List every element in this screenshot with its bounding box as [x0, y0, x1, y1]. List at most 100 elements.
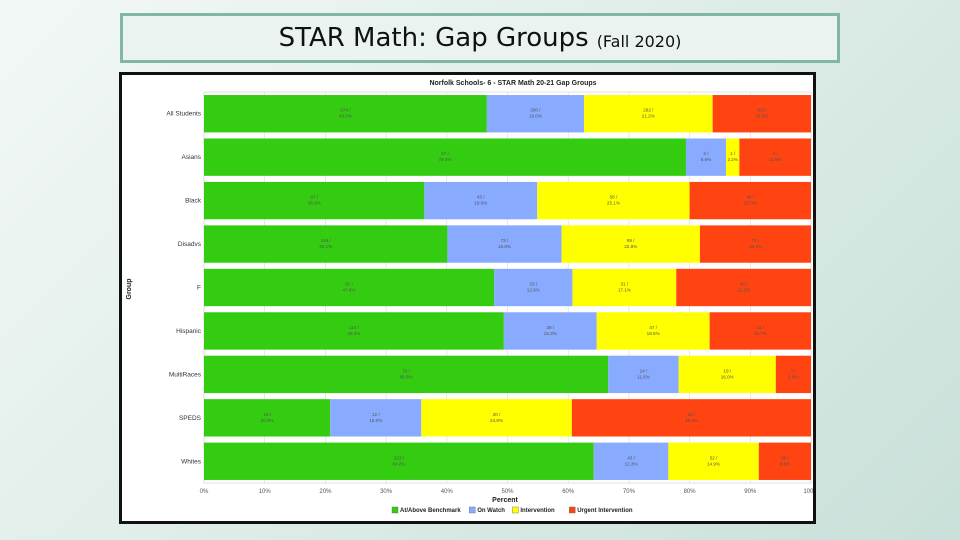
- bar-segment: [678, 355, 776, 394]
- legend-label: On Watch: [477, 508, 505, 514]
- x-tick-label: 80%: [684, 489, 697, 495]
- data-label: 71 /18.3%: [749, 238, 762, 249]
- bar-segment: [571, 399, 811, 437]
- data-label: 42 /16.7%: [754, 325, 767, 336]
- data-label: 31 /17.1%: [618, 282, 631, 293]
- data-label: 223 /64.2%: [392, 455, 405, 466]
- x-tick-label: 0%: [200, 489, 209, 495]
- chart-title: Norfolk Schools- 6 - STAR Math 20-21 Gap…: [429, 80, 596, 87]
- bar-segment: [699, 225, 811, 263]
- x-tick-label: 30%: [380, 489, 393, 495]
- data-label: 73 /18.8%: [498, 238, 511, 249]
- bar-segment: [758, 442, 811, 480]
- data-label: 30 /8.6%: [780, 455, 790, 466]
- bar-segment: [204, 355, 609, 394]
- x-axis-title: Percent: [492, 497, 518, 504]
- bar-segment: [204, 181, 425, 220]
- data-label: 87 /36.3%: [308, 195, 321, 206]
- category-label: SPEDS: [179, 415, 202, 422]
- x-tick-label: 50%: [501, 489, 514, 495]
- bar-segment: [424, 181, 538, 220]
- bar-segment: [561, 225, 700, 263]
- y-axis-title: Group: [126, 279, 133, 300]
- bar-segment: [204, 399, 331, 437]
- bar-segment: [486, 95, 584, 133]
- category-label: Hispanic: [176, 328, 202, 335]
- x-tick-label: 90%: [744, 489, 757, 495]
- data-label: 79 /66.6%: [400, 368, 413, 379]
- category-label: Asians: [181, 154, 201, 161]
- bar-layer: [204, 95, 811, 480]
- slide-subtitle: (Fall 2020): [596, 31, 682, 51]
- data-label: 38 /15.3%: [544, 325, 557, 336]
- data-label-layer: 574 /46.6% 200 /16.0% 262 /21.2% 200 /16.2%…: [261, 108, 799, 467]
- data-label: 40 /22.2%: [737, 282, 750, 293]
- bar-segment: [204, 312, 504, 350]
- x-tick-label: 100%: [803, 489, 813, 495]
- legend-label: Intervention: [520, 508, 555, 514]
- data-label: 52 /14.9%: [707, 455, 720, 466]
- data-label: 1 /2.2%: [727, 151, 737, 162]
- bar-segment: [537, 181, 690, 220]
- bar-segment: [685, 138, 727, 176]
- slide-title: STAR Math: Gap Groups: [278, 23, 589, 53]
- bar-segment: [330, 399, 422, 437]
- bar-segment: [204, 442, 594, 480]
- data-label: 47 /18.6%: [647, 325, 660, 336]
- x-tick-label: 70%: [623, 489, 636, 495]
- legend-label: At/Above Benchmark: [400, 508, 461, 514]
- data-label: 156 /40.1%: [319, 238, 332, 249]
- axis-layer: 0% 10% 20% 30% 40% 50% 60% 70% 80% 90% 100% All Stu…: [166, 111, 813, 495]
- data-label: 200 /16.0%: [529, 108, 542, 119]
- data-label: 58 /25.1%: [607, 195, 620, 206]
- category-label: Disadvs: [178, 241, 202, 248]
- x-tick-label: 40%: [441, 489, 454, 495]
- data-label: 23 /12.9%: [527, 282, 540, 293]
- data-label: 262 /21.2%: [642, 108, 655, 119]
- legend-swatch: [469, 506, 476, 514]
- data-label: 43 /12.3%: [625, 455, 638, 466]
- legend-swatch: [512, 506, 519, 514]
- data-label: 27 /79.4%: [438, 151, 451, 162]
- bar-segment: [447, 225, 562, 263]
- bar-segment: [593, 442, 669, 480]
- bar-segment: [726, 138, 740, 176]
- data-label: 46 /20.0%: [744, 195, 757, 206]
- data-label: 89 /22.8%: [624, 238, 637, 249]
- bar-segment: [494, 268, 573, 307]
- bar-segment: [572, 268, 677, 307]
- data-label: 32 /39.4%: [685, 412, 698, 423]
- category-label: MultiRaces: [169, 371, 202, 378]
- bar-segment: [676, 268, 811, 307]
- legend-label: Urgent Intervention: [577, 508, 633, 514]
- bar-segment: [503, 312, 597, 350]
- data-label: 124 /49.4%: [347, 325, 360, 336]
- bar-segment: [608, 355, 679, 394]
- bar-segment: [739, 138, 811, 176]
- category-label: Whites: [181, 458, 202, 465]
- legend: At/Above Benchmark On Watch Intervention Ur…: [391, 506, 633, 514]
- bar-segment: [204, 225, 448, 263]
- data-label: 19 /16.0%: [721, 368, 734, 379]
- data-label: 12 /15.0%: [369, 412, 382, 423]
- x-tick-label: 20%: [319, 489, 332, 495]
- data-label: 14 /11.6%: [637, 368, 650, 379]
- bar-segment: [709, 312, 811, 350]
- data-label: 4 /11.8%: [769, 151, 782, 162]
- data-label: 7 /5.8%: [788, 368, 798, 379]
- bar-segment: [668, 442, 759, 480]
- bar-segment: [689, 181, 811, 220]
- category-label: Black: [185, 198, 202, 205]
- chart-frame: 574 /46.6% 200 /16.0% 262 /21.2% 200 /16.2%…: [119, 72, 816, 524]
- data-label: 200 /16.2%: [755, 108, 768, 119]
- legend-swatch: [391, 506, 399, 514]
- data-label: 20 /24.8%: [490, 412, 503, 423]
- bar-segment: [204, 95, 487, 133]
- slide-title-box: STAR Math: Gap Groups (Fall 2020): [120, 13, 840, 63]
- bar-segment: [596, 312, 710, 350]
- bar-segment: [421, 399, 572, 437]
- data-label: 2 /6.6%: [701, 151, 711, 162]
- legend-swatch: [569, 506, 576, 514]
- data-label: 87 /47.8%: [343, 282, 356, 293]
- category-label: F: [197, 285, 201, 292]
